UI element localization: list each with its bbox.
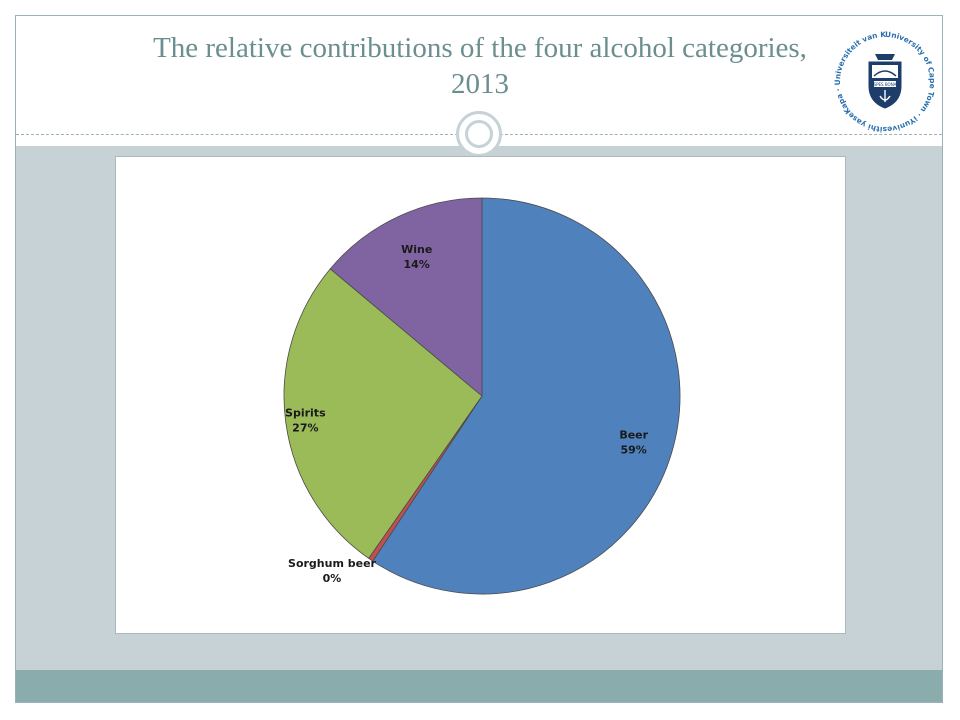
pie-label-percent-beer: 59%	[621, 444, 647, 457]
crest-icon: University of Cape Town · iYunivesithi y…	[825, 21, 938, 135]
pie-slice-wine	[329, 197, 483, 397]
pie-chart-panel: Beer 59% Sorghum beer 0% Spirits 27% Wine 14%	[115, 156, 846, 634]
slide-title: The relative contributions of the four a…	[153, 32, 807, 100]
pie-chart: Beer 59% Sorghum beer 0% Spirits 27% Wine 14%	[283, 197, 681, 595]
pie-slice-spirits	[283, 268, 483, 559]
pie-label-name-wine: Wine	[401, 243, 432, 256]
divider-ring-icon	[456, 111, 502, 157]
footer-band	[16, 670, 942, 702]
pie-label-percent-wine: 14%	[404, 258, 430, 271]
crest-banner-text: SPES BONA	[874, 82, 897, 87]
pie-label-name-sorghum-beer: Sorghum beer	[288, 557, 377, 570]
pie-label-percent-sorghum-beer: 0%	[323, 572, 342, 585]
pie-label-percent-spirits: 27%	[292, 421, 318, 434]
pie-slice-beer	[372, 197, 681, 595]
pie-label-name-spirits: Spirits	[285, 406, 326, 419]
pie-label-name-beer: Beer	[619, 429, 648, 442]
university-crest-logo: University of Cape Town · iYunivesithi y…	[825, 21, 942, 140]
divider-ring-inner	[465, 120, 493, 148]
